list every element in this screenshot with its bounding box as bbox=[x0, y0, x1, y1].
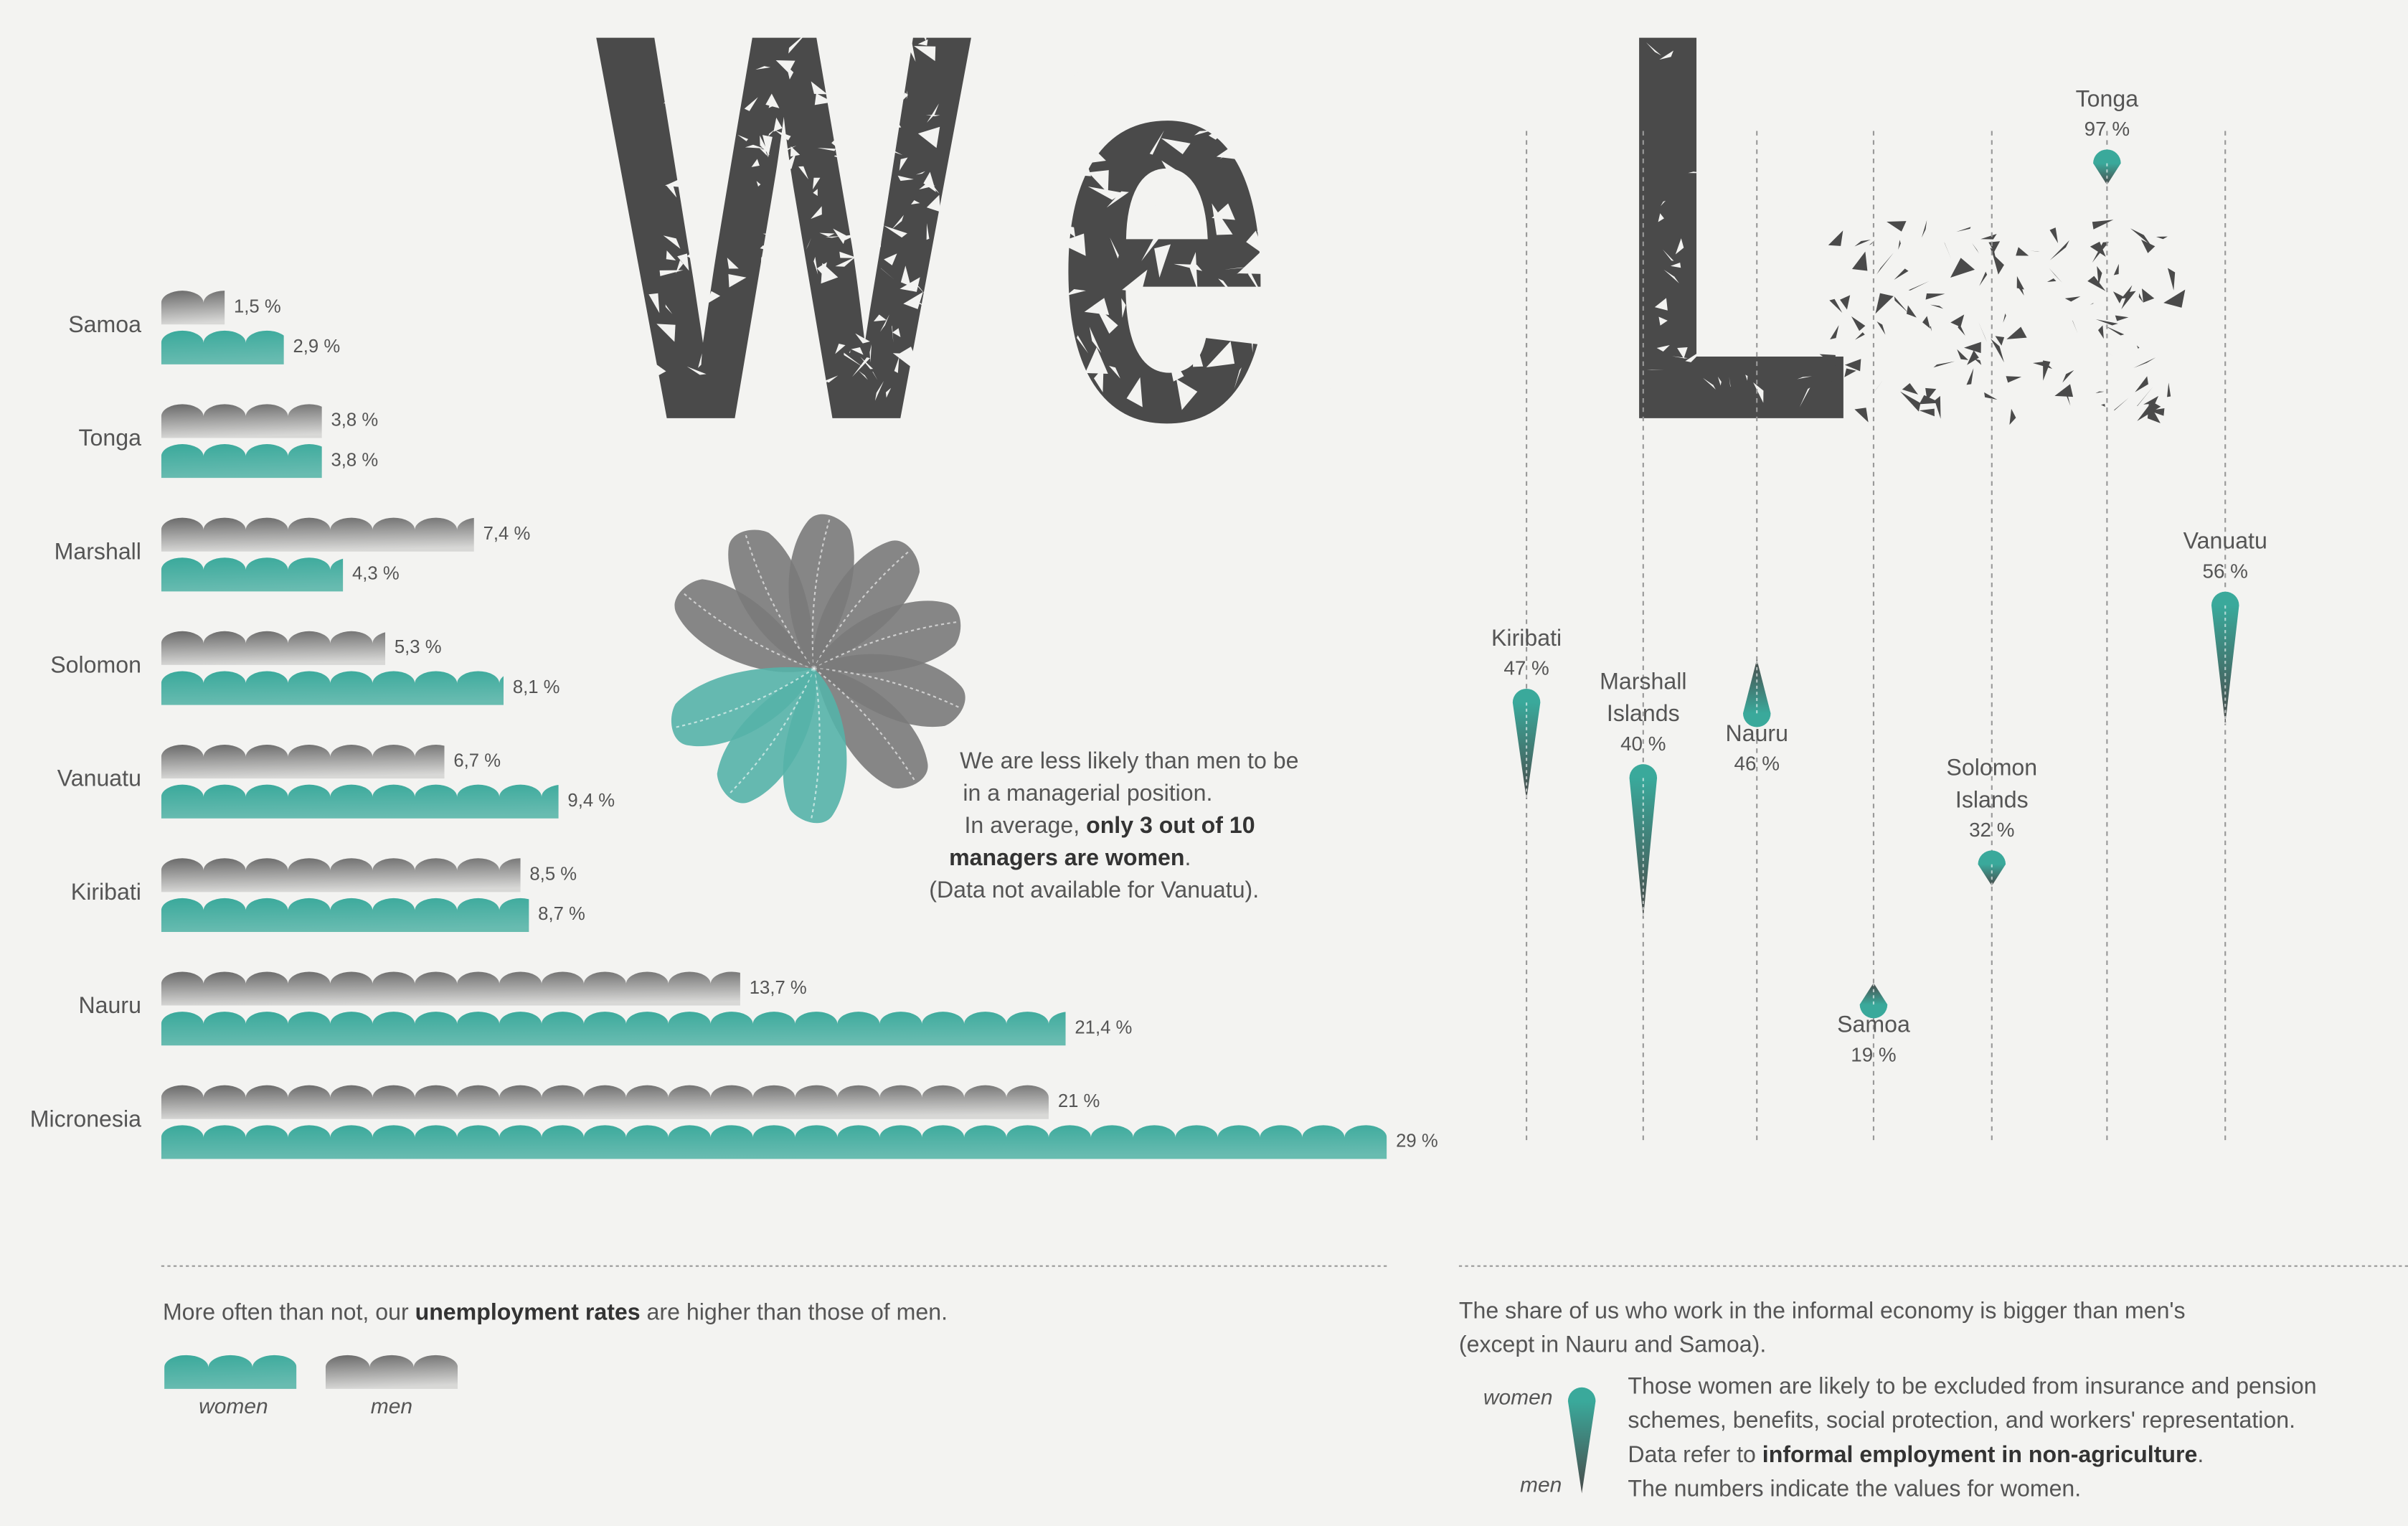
page: We L Samoa1,5 %2,9 %Tonga3,8 %3,8 %Marsh… bbox=[0, 0, 2408, 1526]
category-label: Vanuatu bbox=[2183, 528, 2267, 554]
label-line: Solomon bbox=[1946, 755, 2037, 781]
managers-note: managers are women. bbox=[949, 844, 1191, 870]
legend-label: women bbox=[1483, 1385, 1553, 1409]
note: Those women are likely to be excluded fr… bbox=[1628, 1372, 2316, 1398]
value-label: 97 % bbox=[2084, 118, 2130, 140]
bar bbox=[161, 671, 542, 705]
category-label: Nauru bbox=[78, 992, 141, 1018]
value-label: 47 % bbox=[1503, 657, 1549, 679]
value-label: 21,4 % bbox=[1075, 1017, 1132, 1037]
value-label: 7,4 % bbox=[483, 524, 531, 544]
text-segment: . bbox=[2197, 1441, 2204, 1467]
category-label: Kiribati bbox=[1491, 625, 1562, 651]
category-label: Vanuatu bbox=[57, 766, 141, 791]
infographic: We L Samoa1,5 %2,9 %Tonga3,8 %3,8 %Marsh… bbox=[0, 0, 2408, 1526]
managers-note: We are less likely than men to be bbox=[960, 748, 1298, 773]
legend-swatch bbox=[326, 1355, 458, 1389]
text-segment: (except in Nauru and Samoa). bbox=[1459, 1332, 1766, 1357]
text-segment: in a managerial position. bbox=[963, 780, 1212, 806]
category-label: Tonga bbox=[78, 425, 141, 451]
text-segment: (Data not available for Vanuatu). bbox=[929, 877, 1259, 903]
category-label: Samoa bbox=[1837, 1012, 1910, 1037]
category-label: Samoa bbox=[68, 311, 141, 337]
label-line: Islands bbox=[1607, 700, 1680, 726]
value-label: 9,4 % bbox=[567, 791, 615, 811]
value-label: 40 % bbox=[1620, 733, 1666, 755]
value-label: 8,5 % bbox=[529, 865, 577, 885]
value-label: 13,7 % bbox=[750, 978, 807, 998]
text-segment: The numbers indicate the values for wome… bbox=[1628, 1476, 2081, 1502]
text-segment: managers are women bbox=[949, 844, 1184, 870]
value-label: 8,1 % bbox=[513, 677, 560, 697]
caption: More often than not, our unemployment ra… bbox=[163, 1299, 948, 1325]
text-segment: The share of us who work in the informal… bbox=[1459, 1297, 2186, 1323]
text-segment: are higher than those of men. bbox=[641, 1299, 948, 1325]
caption: The share of us who work in the informal… bbox=[1459, 1297, 2186, 1323]
text-segment: schemes, benefits, social protection, an… bbox=[1628, 1407, 2295, 1433]
category-label: Tonga bbox=[2076, 85, 2139, 111]
value-label: 56 % bbox=[2203, 560, 2248, 582]
legend-label: men bbox=[371, 1395, 412, 1418]
category-label: Nauru bbox=[1726, 720, 1788, 746]
note: The numbers indicate the values for wome… bbox=[1628, 1476, 2081, 1502]
heading-right: L bbox=[1613, 0, 1856, 536]
bar bbox=[161, 557, 373, 591]
bar bbox=[161, 858, 542, 892]
value-label: 4,3 % bbox=[352, 564, 400, 584]
category-label: Solomon bbox=[50, 652, 141, 678]
bar bbox=[161, 331, 288, 364]
value-label: 6,7 % bbox=[453, 750, 501, 771]
text-segment: . bbox=[1184, 844, 1191, 870]
value-label: 21 % bbox=[1058, 1091, 1100, 1111]
text-segment: unemployment rates bbox=[415, 1299, 641, 1325]
note: Data refer to informal employment in non… bbox=[1628, 1441, 2204, 1467]
managers-note: (Data not available for Vanuatu). bbox=[929, 877, 1259, 903]
text-segment: only 3 out of 10 bbox=[1086, 812, 1255, 838]
value-label: 32 % bbox=[1969, 819, 2014, 841]
value-label: 8,7 % bbox=[538, 904, 585, 924]
label-line: Marshall bbox=[1600, 668, 1686, 694]
value-label: 5,3 % bbox=[395, 637, 442, 657]
value-label: 2,9 % bbox=[293, 336, 340, 357]
text-segment: Data refer to bbox=[1628, 1441, 1762, 1467]
text-segment: informal employment in non-agriculture bbox=[1762, 1441, 2198, 1467]
legend-label: men bbox=[1520, 1473, 1562, 1497]
text-segment: In average, bbox=[965, 812, 1087, 838]
value-label: 3,8 % bbox=[331, 410, 379, 430]
managers-note: in a managerial position. bbox=[963, 780, 1212, 806]
value-label: 46 % bbox=[1734, 752, 1780, 774]
value-label: 19 % bbox=[1851, 1043, 1896, 1065]
category-label: Marshall bbox=[55, 538, 141, 564]
category-label: Kiribati bbox=[71, 879, 141, 905]
legend-swatch bbox=[164, 1355, 296, 1389]
text-segment: Those women are likely to be excluded fr… bbox=[1628, 1372, 2316, 1398]
text-segment: More often than not, our bbox=[163, 1299, 415, 1325]
category-label: Micronesia bbox=[30, 1106, 141, 1131]
legend-label: women bbox=[199, 1395, 268, 1418]
note: schemes, benefits, social protection, an… bbox=[1628, 1407, 2295, 1433]
value-label: 1,5 % bbox=[234, 296, 281, 316]
caption: (except in Nauru and Samoa). bbox=[1459, 1332, 1766, 1357]
bar bbox=[161, 1125, 1387, 1159]
value-label: 3,8 % bbox=[331, 450, 379, 470]
text-segment: We are less likely than men to be bbox=[960, 748, 1298, 773]
managers-note: In average, only 3 out of 10 bbox=[965, 812, 1255, 838]
bar bbox=[161, 898, 542, 932]
label-line: Islands bbox=[1955, 786, 2029, 812]
bar bbox=[161, 1085, 1049, 1119]
value-label: 29 % bbox=[1396, 1131, 1438, 1151]
